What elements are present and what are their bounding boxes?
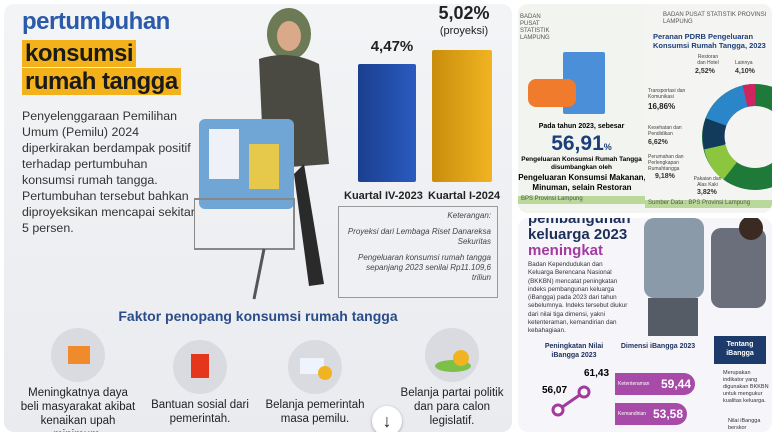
family-photo [644,218,766,336]
slice-label: Perumahan dan Perlengkapan Rumahtangga [648,154,684,172]
factor-text: Bantuan sosial dari pemerintah. [151,399,249,425]
description: Badan Kependudukan dan Keluarga Berencan… [528,261,628,335]
slice-value: 4,10% [735,68,755,75]
slice-value: 16,86% [648,102,676,111]
dim-ketenteraman: Ketenteraman 59,44 [615,373,695,395]
col1-title: Peningkatan Nilai iBangga 2023 [544,343,604,359]
title-line-3: meningkat [528,242,604,259]
description: Penyelenggaraan Pemilihan Umum (Pemilu) … [22,109,195,235]
factor-text: Meningkatnya daya beli masyarakat akibat… [20,387,136,432]
shopping-bag-icon [173,340,227,394]
slice-label: Kesehatan dan Pendidikan [648,125,682,137]
lunchbox-icon [528,79,576,107]
intro-text: Pada tahun 2023, sebesar [538,123,625,130]
party-coins-icon [425,328,479,382]
cart-up-icon [51,328,105,382]
col3-text: Merupakan indikator yang digunakan BKKBN… [723,370,769,404]
keterangan-box: Keterangan: Proyeksi dari Lembaga Riset … [338,206,498,298]
line2: disumbangkan oleh [550,164,613,171]
line1: Pengeluaran Konsumsi Rumah Tangga [521,156,642,163]
col3-title: Tentang iBangga [714,336,766,364]
title-line-2: keluarga 2023 [528,226,628,243]
line3: Pengeluaran Konsumsi Makanan, [518,173,646,182]
ibangga-line-chart [551,385,591,417]
bar-q1-2024 [432,50,492,182]
ibangga-2023-value: 61,43 [584,368,610,379]
dim-label: Ketenteraman [618,381,650,387]
dim-kemandirian: Kemandirian 53,58 [615,403,687,425]
panel-header: BADAN PUSAT STATISTIK LAMPUNG [520,14,550,41]
image-result-bps-lampung[interactable]: BADAN PUSAT STATISTIK LAMPUNG Pada tahun… [518,4,772,213]
keterangan-line-1: Proyeksi dari Lembaga Riset Danareksa Se… [347,227,491,246]
slice-value: 3,82% [697,189,717,196]
slice-label: Pakaian dan Alas Kaki [693,176,722,188]
money-up-icon [288,340,342,394]
slice-label: Lainnya [735,60,753,66]
factor-item: Belanja partai politik dan para calon le… [396,328,508,428]
keterangan-line-2: Pengeluaran konsumsi rumah tangga sepanj… [358,253,491,282]
title-line-2: konsumsi [22,40,137,67]
factor-item: Bantuan sosial dari pemerintah. [140,340,260,426]
slice-label: Transportasi dan Komunikasi [648,88,686,100]
bar-q4-2023 [358,64,416,182]
line4: Minuman, selain Restoran [532,183,632,192]
source: Sumber Data : BPS Provinsi Lampung [645,200,772,208]
bar-value-q4-2023: 4,47% [370,38,414,55]
panel-header: BADAN PUSAT STATISTIK PROVINSI LAMPUNG [663,12,767,25]
slice-value: 6,62% [648,139,668,146]
panel-konsumsi-makanan: BADAN PUSAT STATISTIK LAMPUNG Pada tahun… [518,4,646,213]
col2-title: Dimensi iBangga 2023 [620,343,696,350]
source: BPS Provinsi Lampung [518,196,645,204]
slice-value: 9,18% [655,173,675,180]
donut-chart [702,84,772,190]
dim-value: 53,58 [652,407,683,421]
factors-heading: Faktor penopang konsumsi rumah tangga [118,308,398,324]
keterangan-title: Keterangan: [447,211,491,220]
scroll-down-button[interactable]: ↓ [372,406,402,432]
slice-value: 2,52% [695,68,715,75]
shopper-photo [194,8,329,300]
bar-label-q4-2023: Kuartal IV-2023 [344,190,423,202]
dim-label: Kemandirian [618,411,647,417]
panel-pdrb-pie: BADAN PUSAT STATISTIK PROVINSI LAMPUNG P… [645,4,772,213]
dim-value: 59,44 [660,377,691,391]
col3-text-2: Nilai iBangga berskor [728,418,761,431]
factor-item: Belanja pemerintah masa pemilu. [260,340,370,426]
factor-item: Meningkatnya daya beli masyarakat akibat… [18,328,138,432]
title-line-1: pertumbuhan [22,8,170,35]
image-result-konsumsi-rumah-tangga[interactable]: pertumbuhan konsumsi rumah tangga Penyel… [4,4,512,432]
panel-title: Peranan PDRB Pengeluaran Konsumsi Rumah … [653,32,766,50]
percent-unit: % [603,142,612,152]
image-result-ibangga[interactable]: pembangunan keluarga 2023 meningkat Bada… [518,218,772,432]
bar-note-proyeksi: (proyeksi) [439,25,489,37]
title-line-3: rumah tangga [22,68,181,95]
slice-label: Restoran dan Hotel [697,54,719,66]
percent-value: 56,91 [551,132,604,155]
bar-label-q1-2024: Kuartal I-2024 [428,190,501,202]
title-line-1: pembangunan [528,218,631,227]
factor-text: Belanja partai politik dan para calon le… [400,387,504,427]
ibangga-2022-value: 56,07 [542,385,568,396]
factor-text: Belanja pemerintah masa pemilu. [265,399,365,425]
bar-value-q1-2024: 5,02% [438,4,490,23]
